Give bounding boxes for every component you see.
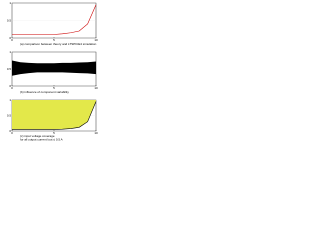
data-line	[12, 101, 97, 130]
caption: (b) influence of component variability	[20, 90, 69, 94]
x-tick-label: 10	[94, 86, 98, 90]
data-area	[12, 100, 96, 130]
x-tick-label: 0	[11, 131, 13, 135]
x-tick-label: 10	[94, 131, 98, 135]
caption: (c) input voltage coverage	[20, 134, 55, 138]
y-tick-label: 1	[9, 50, 11, 54]
x-tick-label: 5	[53, 131, 55, 135]
figure: 00.510 5 10(a) comparison between theory a…	[7, 1, 98, 142]
x-tick-label: 0	[11, 86, 13, 90]
y-tick-label: 0	[9, 36, 11, 40]
y-tick-label: 1	[9, 1, 11, 5]
y-tick-label: 0.5	[7, 18, 12, 22]
data-band	[12, 60, 96, 76]
x-tick-label: 10	[94, 38, 98, 42]
y-tick-label: 0.5	[7, 67, 12, 71]
y-tick-label: 0.5	[7, 113, 12, 117]
x-tick-label: 5	[53, 86, 55, 90]
caption: (a) comparison between theory and LTSPIC…	[20, 42, 97, 46]
x-tick-label: 0	[11, 38, 13, 42]
data-line	[12, 4, 97, 35]
y-tick-label: 1	[9, 98, 11, 102]
y-tick-label: 0	[9, 129, 11, 133]
y-tick-label: 0	[9, 84, 11, 88]
caption: for all output current Iout ≤ 0.5 A	[20, 137, 63, 141]
x-tick-label: 5	[53, 38, 55, 42]
